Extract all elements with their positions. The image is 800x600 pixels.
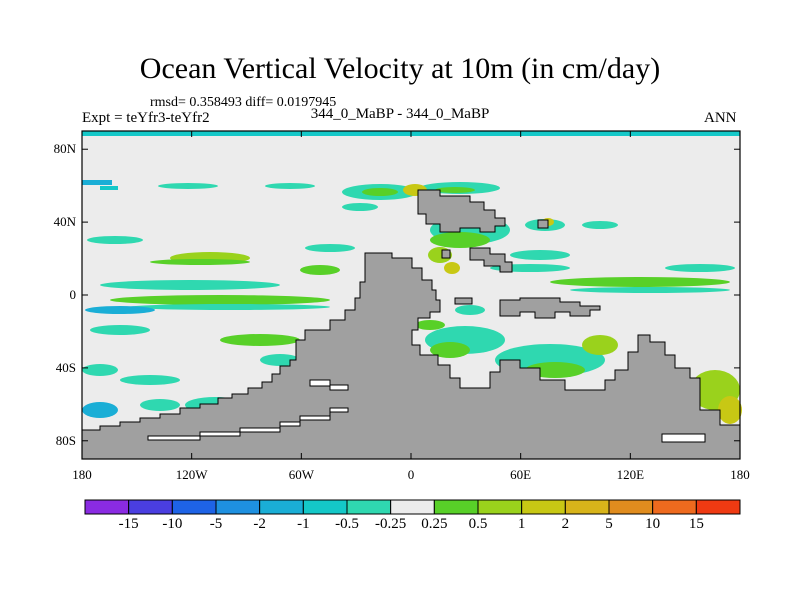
land-western bbox=[81, 252, 741, 460]
season-label: ANN bbox=[704, 110, 737, 126]
colorbar-label: 5 bbox=[605, 516, 613, 532]
colorbar-label: 2 bbox=[561, 516, 570, 532]
colorbar-label: 0.5 bbox=[468, 516, 488, 532]
land-masses bbox=[81, 189, 741, 460]
colorbar-label: -5 bbox=[209, 516, 223, 532]
axis-ticks bbox=[81, 131, 741, 459]
colorbar-label: 10 bbox=[645, 516, 661, 532]
colorbar-label: 15 bbox=[688, 516, 704, 532]
y-tick-label: 80N bbox=[53, 141, 76, 157]
colorbar-label: 1 bbox=[517, 516, 526, 532]
land-india bbox=[499, 297, 601, 319]
land-arabia bbox=[469, 247, 513, 273]
stats-label: rmsd= 0.358493 diff= 0.0197945 bbox=[150, 95, 337, 110]
colorbar-label: -2 bbox=[253, 516, 266, 532]
land-island bbox=[537, 219, 549, 229]
x-tick-label: 180 bbox=[72, 467, 92, 482]
white-patches bbox=[147, 379, 706, 443]
x-tick-label: 60W bbox=[288, 467, 314, 482]
experiment-label: Expt = teYfr3-teYfr2 bbox=[82, 110, 210, 126]
colorbar-label: -0.5 bbox=[335, 516, 359, 532]
x-tick-label: 180 bbox=[730, 467, 750, 482]
land-eurasia bbox=[417, 189, 506, 233]
land-small bbox=[454, 297, 473, 305]
y-tick-label: 40S bbox=[55, 359, 76, 375]
x-tick-label: 60E bbox=[510, 467, 532, 482]
colorbar-label: 0.25 bbox=[421, 516, 448, 532]
plot-title: Ocean Vertical Velocity at 10m (in cm/da… bbox=[139, 52, 661, 85]
colorbar-label: -15 bbox=[118, 516, 139, 532]
colorbar-label: -1 bbox=[297, 516, 310, 532]
y-tick-label: 0 bbox=[69, 287, 77, 302]
x-tick-label: 120E bbox=[616, 467, 645, 482]
x-tick-label: 0 bbox=[407, 467, 415, 482]
y-tick-label: 80S bbox=[55, 432, 76, 448]
colorbar-label: -10 bbox=[162, 516, 183, 532]
x-tick-label: 120W bbox=[175, 467, 208, 482]
colorbar-label: -0.25 bbox=[375, 516, 407, 532]
land-island2 bbox=[441, 249, 451, 259]
period-label: 344_0_MaBP - 344_0_MaBP bbox=[310, 106, 490, 122]
y-tick-label: 40N bbox=[53, 214, 76, 230]
